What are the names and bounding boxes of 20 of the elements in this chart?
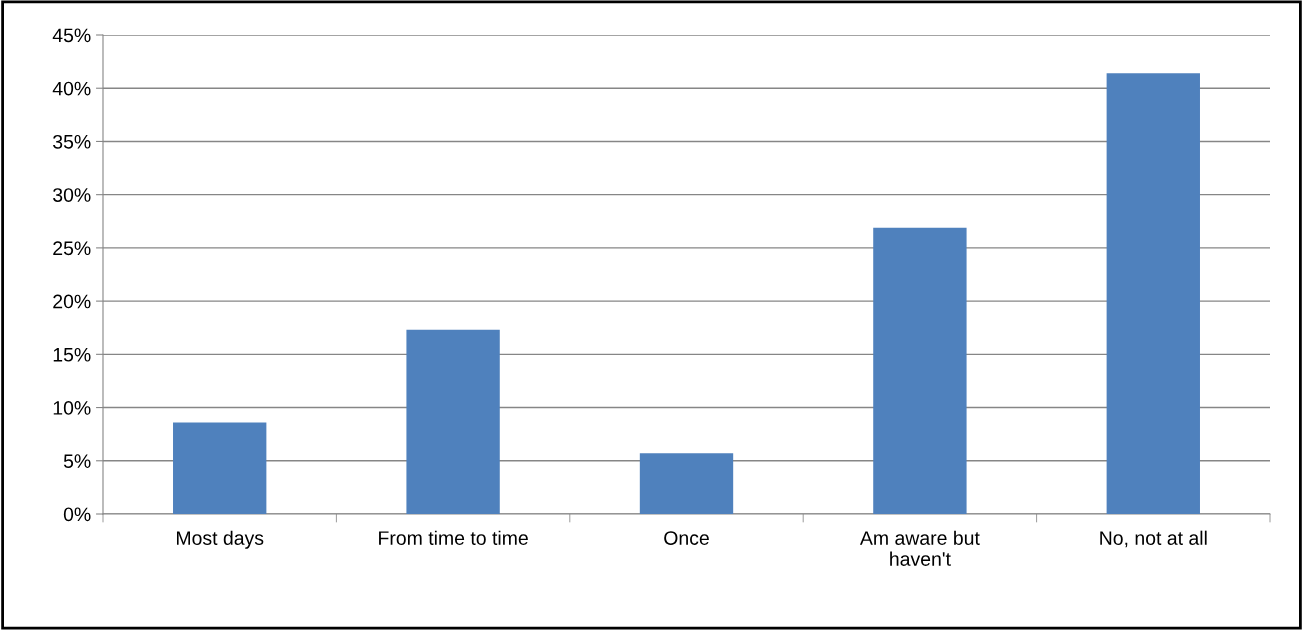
y-tick-label: 5% [63,454,91,469]
y-tick-label: 25% [53,241,91,256]
y-tick-label: 15% [53,347,91,362]
bar [173,422,267,514]
x-tick-label: No, not at all [1100,530,1207,548]
x-tick-label: Once [664,531,709,545]
y-tick-label: 45% [52,28,91,43]
y-tick-label: 30% [53,188,91,202]
x-tick-label: Am aware but haven't [859,530,980,566]
x-tick-label: From time to time [379,530,528,545]
x-tick-label: Most days [176,530,264,549]
y-tick-label: 40% [52,81,91,96]
y-tick-label: 10% [53,401,91,415]
y-tick-label: 0% [63,507,91,522]
y-tick-label: 20% [53,294,91,309]
bar [639,453,734,514]
y-tick-label: 35% [53,134,91,149]
bar [873,227,967,514]
bar [406,329,500,514]
bar [1106,73,1200,514]
